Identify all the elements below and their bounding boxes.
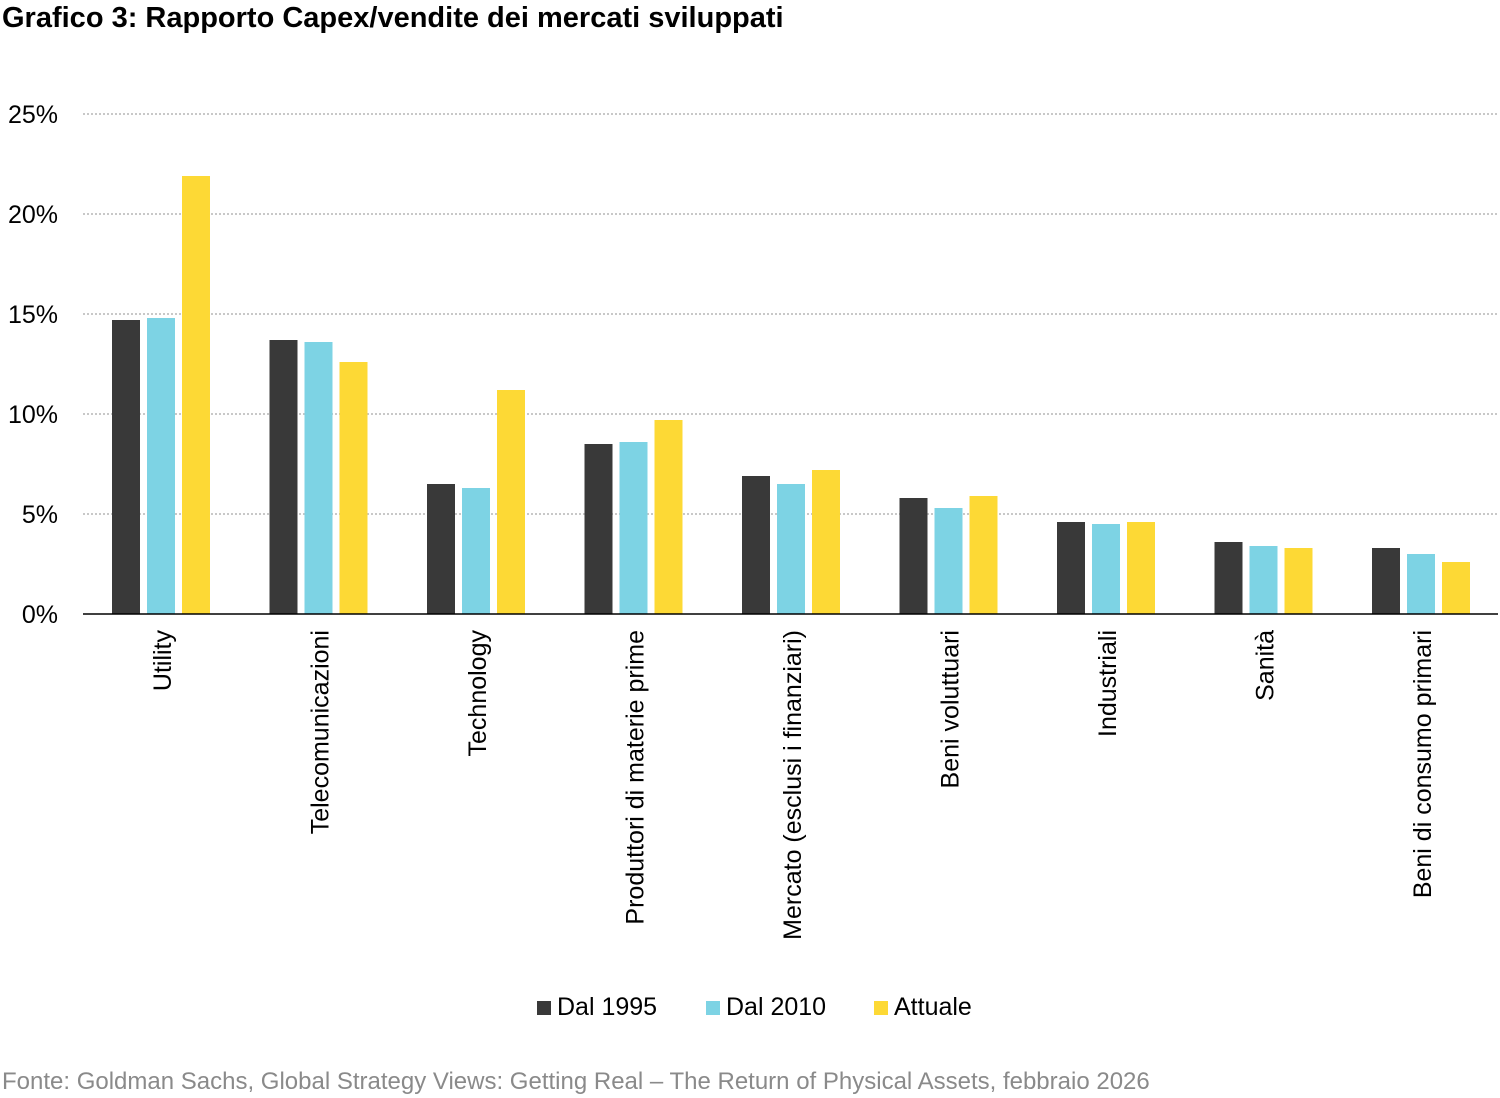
bar <box>1372 548 1400 614</box>
legend-label: Dal 2010 <box>726 993 827 1021</box>
bar <box>1249 546 1278 614</box>
bar <box>1127 522 1155 614</box>
bar <box>304 342 333 614</box>
bar <box>934 508 963 614</box>
legend-item: Dal 1995 <box>537 993 657 1022</box>
bar <box>899 498 928 614</box>
y-tick-label: 15% <box>8 301 58 329</box>
x-tick-label: Industriali <box>1094 630 1122 737</box>
y-tick-label: 0% <box>22 601 58 629</box>
bar <box>654 420 683 614</box>
bar <box>462 488 490 614</box>
bar <box>1057 522 1085 614</box>
bar <box>497 390 525 614</box>
x-tick-label: Utility <box>149 630 177 692</box>
y-tick-label: 20% <box>8 201 58 229</box>
x-tick-label: Beni voluttuari <box>937 630 965 788</box>
chart-title: Grafico 3: Rapporto Capex/vendite dei me… <box>2 2 784 34</box>
bar <box>1284 548 1313 614</box>
legend-swatch <box>874 1000 888 1015</box>
legend-swatch <box>706 1000 720 1015</box>
legend-label: Attuale <box>894 993 972 1021</box>
x-tick-label: Produttori di materie prime <box>622 630 650 925</box>
bar <box>1407 554 1435 614</box>
x-tick-label: Mercato (esclusi i finanziari) <box>779 630 807 940</box>
bar <box>1214 542 1243 614</box>
bar <box>584 444 613 614</box>
legend-label: Dal 1995 <box>557 993 658 1021</box>
y-tick-label: 10% <box>8 401 58 429</box>
x-tick-label: Beni di consumo primari <box>1409 630 1437 898</box>
bar <box>742 476 770 614</box>
legend-item: Dal 2010 <box>706 993 826 1022</box>
bar <box>619 442 648 614</box>
bar <box>339 362 368 614</box>
x-tick-label: Telecomunicazioni <box>307 630 335 834</box>
bar <box>969 496 998 614</box>
x-tick-label: Sanità <box>1252 630 1280 701</box>
y-tick-label: 5% <box>22 501 58 529</box>
bar <box>812 470 840 614</box>
source-note: Fonte: Goldman Sachs, Global Strategy Vi… <box>2 1068 1150 1095</box>
bar <box>1442 562 1470 614</box>
bar <box>147 318 175 614</box>
x-tick-label: Technology <box>464 630 492 757</box>
bar <box>112 320 140 614</box>
legend-swatch <box>537 1000 551 1015</box>
y-tick-label: 25% <box>8 101 58 129</box>
bar <box>182 176 210 614</box>
legend-item: Attuale <box>874 993 972 1022</box>
bar <box>777 484 805 614</box>
bar <box>1092 524 1120 614</box>
bar <box>427 484 455 614</box>
chart-legend: Dal 1995 Dal 2010 Attuale <box>0 993 1500 1025</box>
bar <box>269 340 298 614</box>
